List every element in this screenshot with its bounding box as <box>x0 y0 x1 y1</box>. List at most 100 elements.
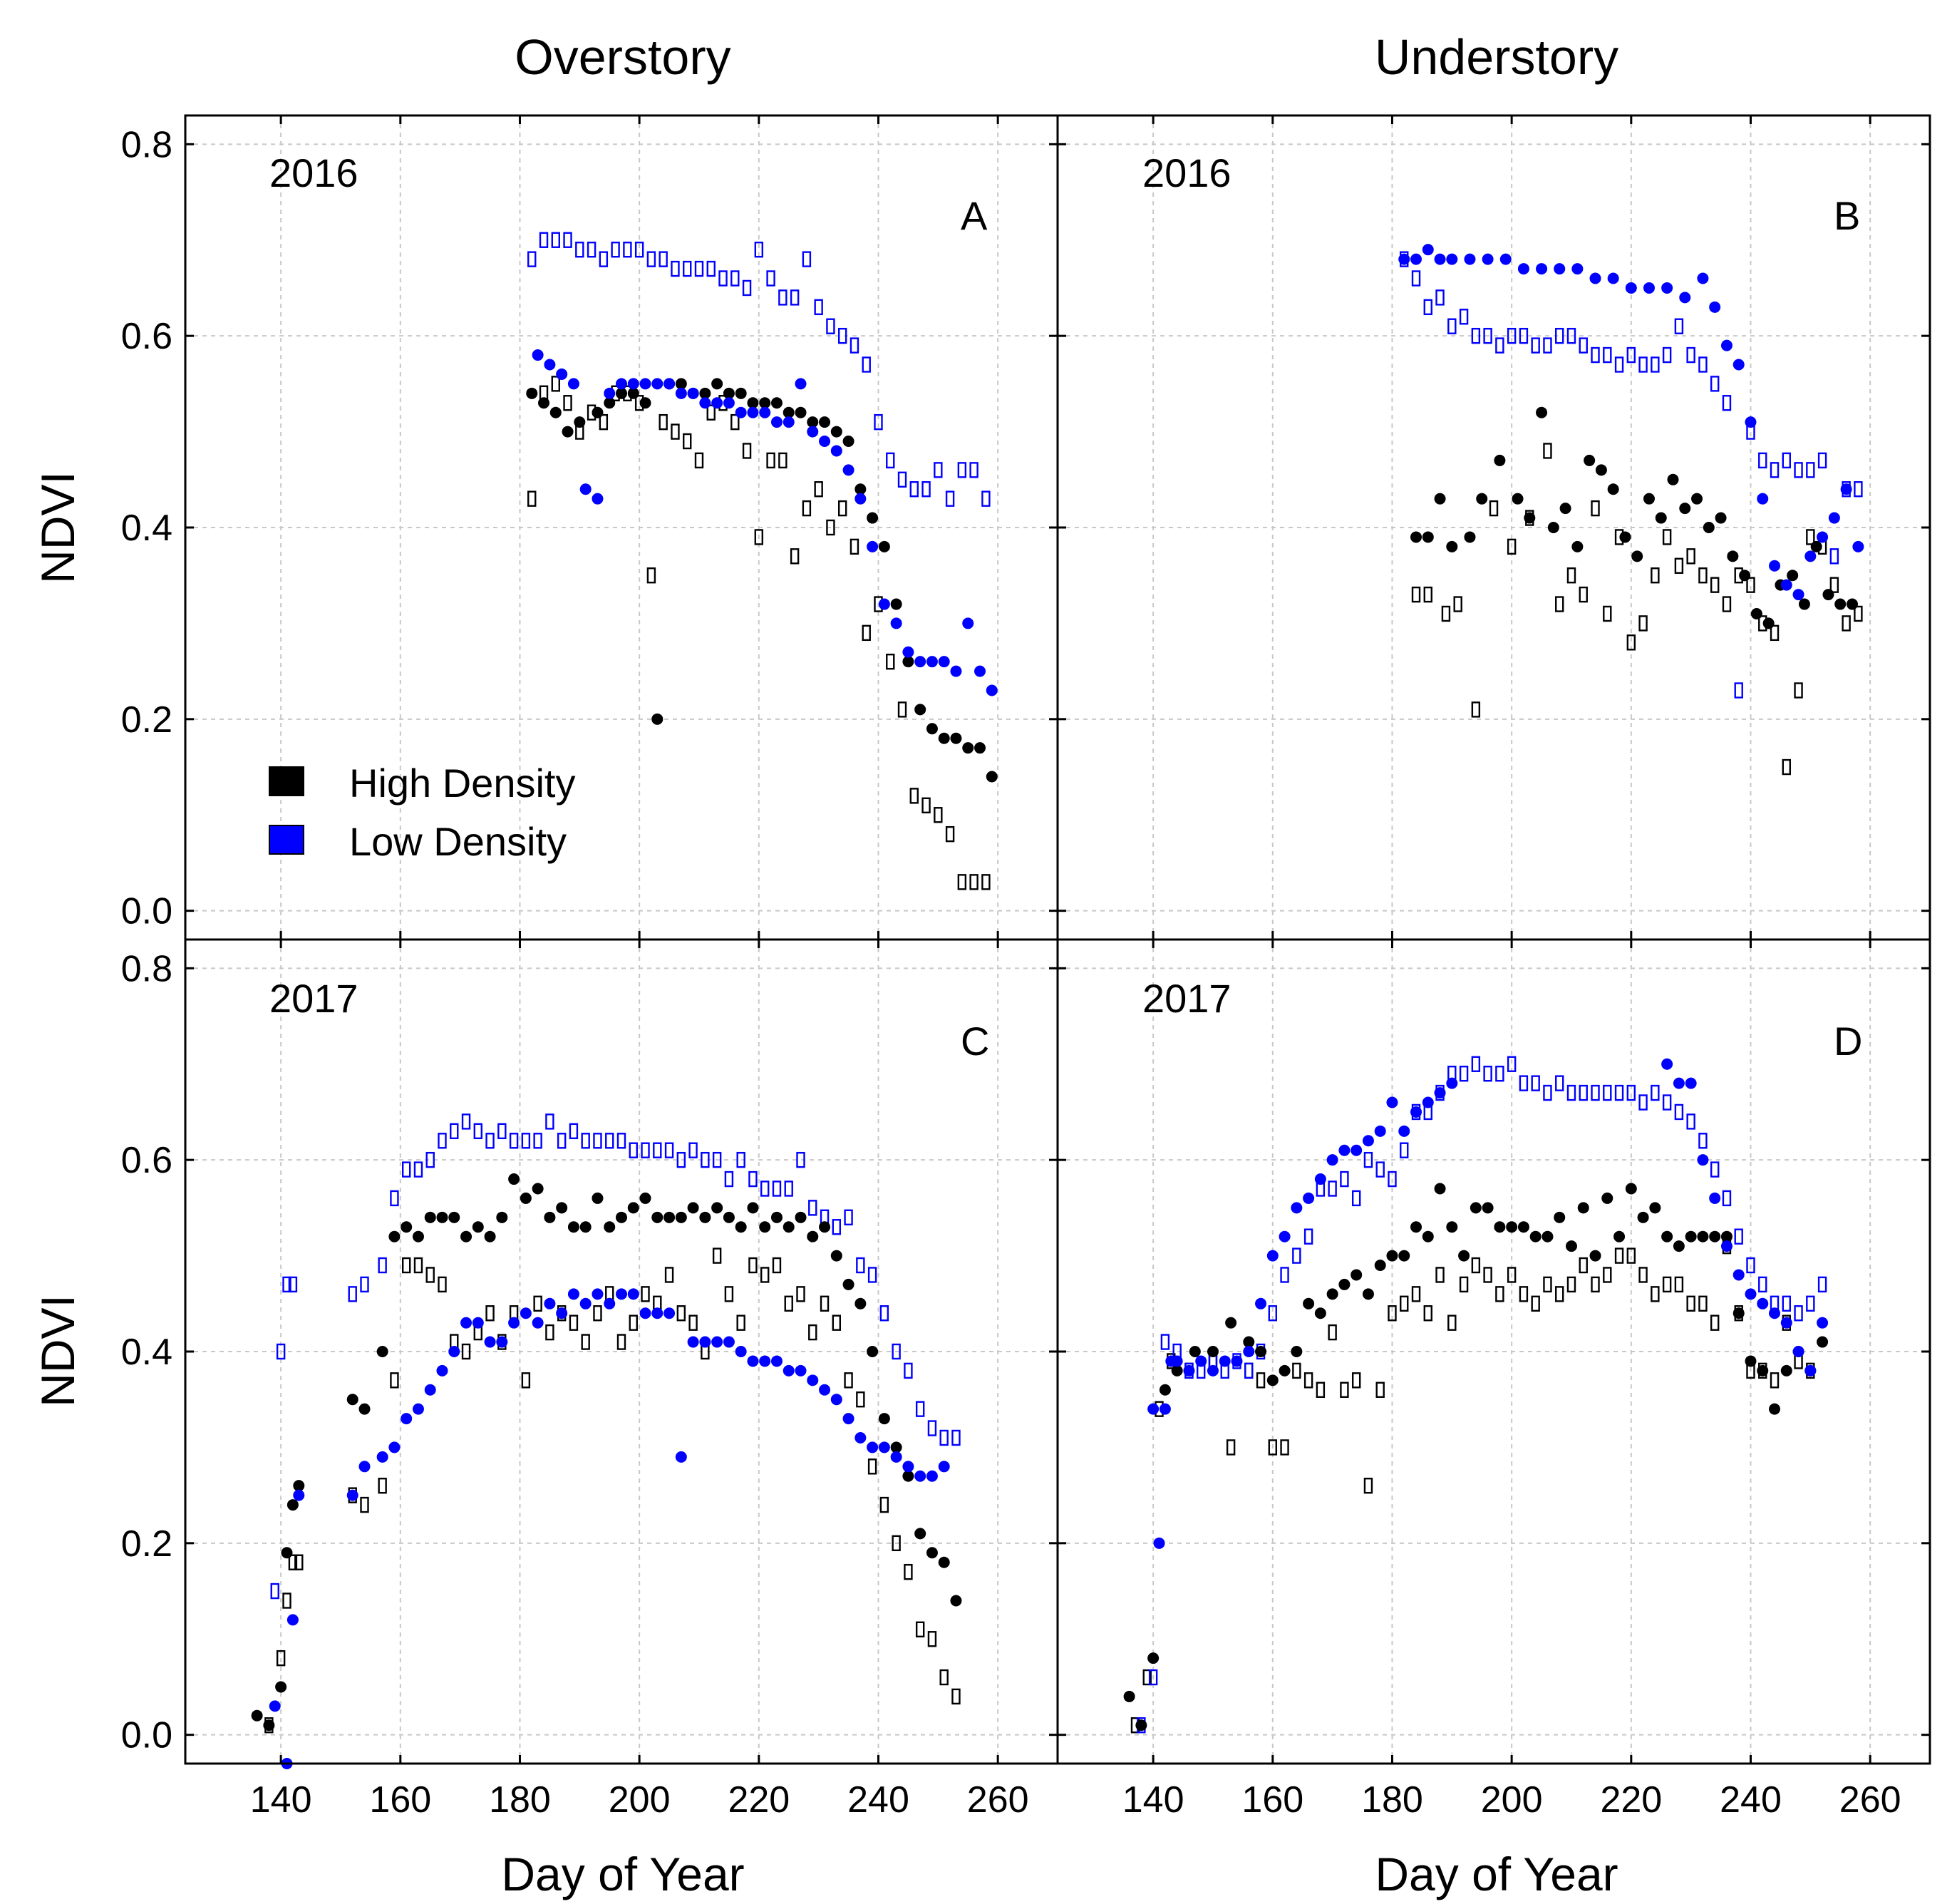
panel-b-marker <box>1531 337 1540 354</box>
panel-d-point <box>1482 1202 1494 1214</box>
panel-b-marker <box>1782 758 1791 776</box>
panel-a-point <box>770 397 783 409</box>
panel-b-point <box>1739 570 1751 582</box>
panel-c-marker <box>485 1133 495 1149</box>
panel-a-point <box>842 436 854 448</box>
panel-d-xtick-label: 180 <box>1361 1779 1423 1821</box>
panel-b-marker <box>1471 327 1481 344</box>
panel-a-marker <box>874 413 883 431</box>
panel-c-marker <box>288 1276 298 1293</box>
panel-b-point <box>1828 512 1840 524</box>
panel-d-marker <box>1411 1286 1421 1302</box>
panel-d-point <box>1303 1297 1315 1309</box>
panel-b-point <box>1499 253 1512 265</box>
panel-d-xtick-label: 240 <box>1720 1779 1782 1821</box>
panel-c-marker <box>688 1314 698 1331</box>
panel-b-point <box>1524 512 1536 524</box>
panel-d-marker <box>1651 1084 1660 1101</box>
panel-a-point <box>549 406 562 418</box>
panel-b-marker <box>1411 586 1421 603</box>
panel-d-point <box>1314 1173 1326 1185</box>
panel-b-marker <box>1829 548 1839 565</box>
panel-c-point <box>867 1441 879 1453</box>
panel-c-point <box>783 1221 795 1233</box>
panel-b-marker <box>1722 395 1732 411</box>
panel-c-marker <box>270 1583 279 1600</box>
panel-d-marker <box>1543 1276 1552 1293</box>
panel-b-point <box>1840 483 1852 495</box>
panel-d-point <box>1446 1077 1458 1089</box>
panel-a-marker <box>897 701 907 718</box>
panel-d-point <box>1470 1202 1482 1214</box>
panel-a-point <box>902 656 914 668</box>
panel-a-point <box>950 732 962 744</box>
panel-b-marker <box>1603 346 1612 364</box>
panel-d-marker <box>1614 1084 1624 1101</box>
panel-c-point <box>544 1211 556 1223</box>
panel-d-marker <box>1519 1075 1529 1091</box>
panel-d-point <box>1291 1202 1303 1214</box>
panel-a-marker <box>527 490 537 507</box>
panel-c-xtick-label: 180 <box>489 1779 551 1821</box>
panel-d-xtick-label: 200 <box>1481 1779 1543 1821</box>
panel-b-marker <box>1447 318 1457 334</box>
column-title-understory: Understory <box>1375 29 1618 85</box>
panel-d-marker <box>1566 1276 1576 1293</box>
panel-b-point <box>1661 282 1673 294</box>
panel-b-marker <box>1411 270 1421 287</box>
panel-d-point <box>1554 1211 1566 1223</box>
panel-b-marker <box>1483 327 1492 344</box>
panel-c-marker <box>796 1286 805 1302</box>
panel-c-marker <box>951 1688 961 1705</box>
panel-c-marker <box>461 1113 471 1130</box>
panel-c-point <box>699 1211 711 1223</box>
panel-c-marker <box>533 1295 542 1312</box>
panel-c-point <box>508 1317 520 1329</box>
panel-a-marker <box>683 260 692 277</box>
panel-c-marker <box>521 1372 531 1389</box>
panel-c-point <box>508 1173 520 1185</box>
panel-b-marker <box>1423 299 1432 316</box>
panel-d-point <box>1279 1364 1291 1376</box>
panel-d-point <box>1637 1211 1649 1223</box>
panel-d-point <box>1745 1355 1757 1367</box>
panel-b-point <box>1715 512 1727 524</box>
panel-c-point <box>472 1317 484 1329</box>
panel-c-marker <box>844 1372 853 1389</box>
panel-d-marker <box>1555 1286 1564 1302</box>
panel-c-point <box>842 1413 854 1425</box>
panel-c-point <box>759 1355 771 1367</box>
panel-b-marker <box>1662 346 1672 364</box>
panel-b-marker <box>1794 462 1803 478</box>
panel-b-point <box>1655 512 1667 524</box>
panel-d-marker <box>1638 1094 1648 1111</box>
panel-d-point <box>1757 1297 1769 1309</box>
panel-a-marker <box>909 481 919 498</box>
panel-a-point <box>842 464 854 476</box>
panel-a-point <box>604 397 616 409</box>
panel-d-marker <box>1626 1247 1636 1264</box>
panel-c-point <box>281 1547 293 1559</box>
data-layer <box>251 232 1864 1769</box>
legend-label-high-density: High Density <box>349 761 575 806</box>
panel-c-letter: C <box>961 1019 989 1064</box>
panel-a-marker <box>934 807 943 823</box>
panel-b-marker <box>1817 452 1827 469</box>
panel-d-point <box>1303 1192 1315 1204</box>
panel-c-point <box>376 1346 388 1357</box>
panel-d-point <box>1147 1652 1160 1664</box>
panel-a-ytick-label: 0.2 <box>121 699 172 741</box>
panel-b-marker <box>1453 596 1462 612</box>
panel-c-marker <box>401 1161 411 1178</box>
panel-b-marker <box>1710 376 1720 392</box>
panel-d-point <box>1338 1278 1351 1290</box>
panel-c-point <box>532 1317 544 1329</box>
panel-d-point <box>1153 1537 1165 1549</box>
panel-c-marker <box>629 1314 638 1331</box>
panel-d-xtick-label: 220 <box>1600 1779 1662 1821</box>
panel-d-point <box>1351 1144 1363 1156</box>
panel-d-marker <box>1662 1094 1672 1111</box>
panel-b-marker <box>1734 682 1743 699</box>
panel-b-marker <box>1507 327 1517 344</box>
